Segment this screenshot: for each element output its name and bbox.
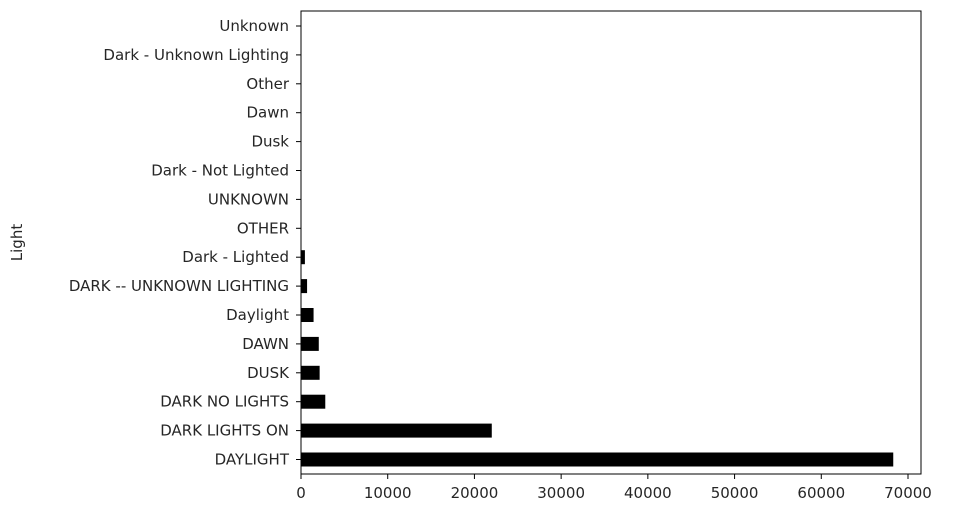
x-tick-label: 60000 xyxy=(797,484,845,502)
bar-5 xyxy=(301,308,314,322)
bar-4 xyxy=(301,336,319,351)
x-tick-label: 20000 xyxy=(451,484,499,502)
y-tick-label: Dawn xyxy=(246,104,289,122)
y-tick-label: DAYLIGHT xyxy=(215,451,290,469)
x-tick-label: 40000 xyxy=(624,484,672,502)
y-tick-label: DARK LIGHTS ON xyxy=(160,422,289,440)
y-tick-label: Dark - Lighted xyxy=(182,248,289,266)
bar-2 xyxy=(301,394,326,409)
x-tick-label: 0 xyxy=(296,484,306,502)
bar-0 xyxy=(301,452,894,467)
y-tick-label: Dark - Not Lighted xyxy=(151,162,289,180)
x-tick-label: 70000 xyxy=(884,484,932,502)
y-tick-label: Daylight xyxy=(226,306,289,324)
y-tick-label: OTHER xyxy=(237,219,289,237)
y-tick-label: DARK NO LIGHTS xyxy=(160,393,289,411)
bars-group xyxy=(301,19,894,467)
y-tick-label: Other xyxy=(246,75,289,93)
y-tick-label: UNKNOWN xyxy=(208,190,289,208)
x-axis: 0 10000 20000 30000 40000 50000 60000 70000 xyxy=(296,474,932,502)
x-tick-label: 50000 xyxy=(711,484,759,502)
y-tick-label: DAWN xyxy=(242,335,289,353)
y-axis: DAYLIGHT DARK LIGHTS ON DARK NO LIGHTS DUSK… xyxy=(69,17,301,469)
x-tick-label: 10000 xyxy=(364,484,412,502)
bar-6 xyxy=(301,279,308,294)
y-tick-label: DUSK xyxy=(247,364,290,382)
y-tick-label: Dusk xyxy=(251,133,289,151)
x-tick-label: 30000 xyxy=(537,484,585,502)
y-tick-label: DARK -- UNKNOWN LIGHTING xyxy=(69,277,289,295)
bar-7 xyxy=(301,250,305,265)
y-axis-label: Light xyxy=(8,224,26,262)
bar-1 xyxy=(301,423,492,438)
axes-frame xyxy=(300,10,922,475)
y-tick-label: Dark - Unknown Lighting xyxy=(103,46,289,64)
y-tick-label: Unknown xyxy=(219,17,289,35)
bar-3 xyxy=(301,365,320,380)
